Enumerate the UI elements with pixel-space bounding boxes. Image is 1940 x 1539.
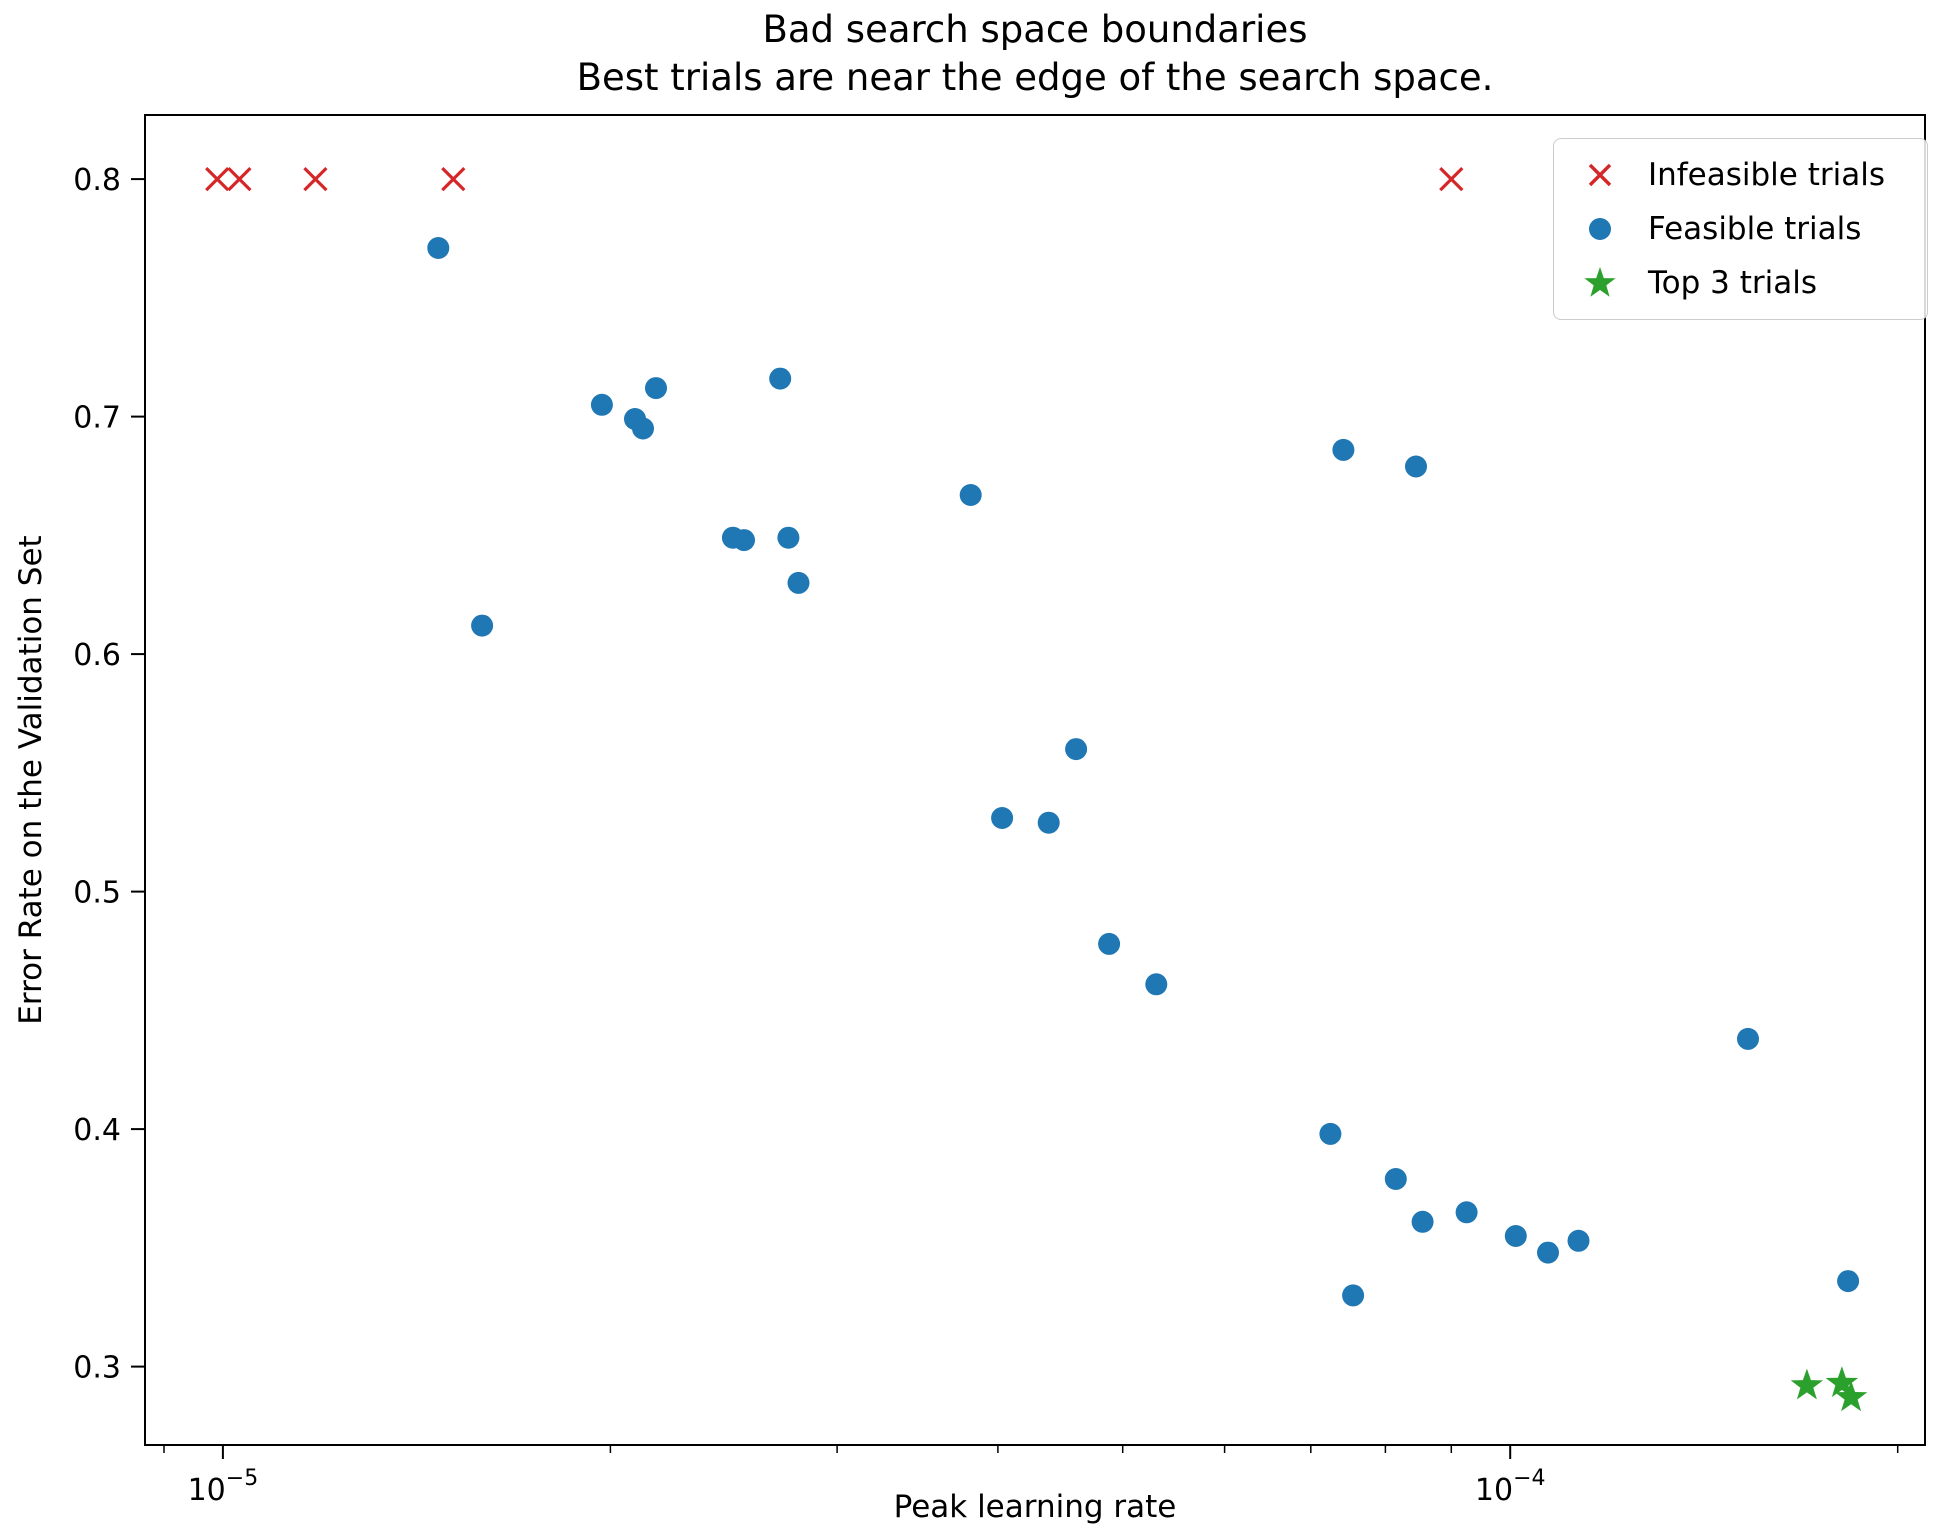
infeasible-point xyxy=(205,166,230,192)
x-marker-icon xyxy=(1588,163,1612,187)
legend-item-infeasible: Infeasible trials xyxy=(1578,157,1885,193)
feasible-point xyxy=(1567,1229,1590,1252)
feasible-point xyxy=(1837,1270,1860,1293)
x-tick-label: 10−5 xyxy=(188,1466,259,1508)
y-tick-label: 0.6 xyxy=(73,638,121,673)
top3-point xyxy=(1790,1368,1823,1400)
infeasible-point xyxy=(303,166,328,192)
feasible-point xyxy=(959,484,982,506)
top3-point xyxy=(1834,1380,1868,1412)
feasible-point xyxy=(1504,1225,1527,1247)
feasible-point xyxy=(471,614,494,637)
feasible-point xyxy=(645,377,667,400)
legend-label: Feasible trials xyxy=(1647,211,1862,247)
y-tick-label: 0.3 xyxy=(73,1351,121,1386)
y-tick-label: 0.8 xyxy=(73,163,121,198)
chart-title-line2: Best trials are near the edge of the sea… xyxy=(576,56,1494,100)
top3-point xyxy=(1825,1366,1859,1397)
feasible-point xyxy=(991,807,1014,829)
legend-item-feasible: Feasible trials xyxy=(1578,211,1885,247)
feasible-point xyxy=(1098,932,1121,955)
feasible-point xyxy=(632,417,654,440)
feasible-point xyxy=(1405,455,1427,478)
feasible-point xyxy=(1065,738,1088,761)
feasible-point xyxy=(1319,1122,1342,1145)
feasible-point xyxy=(1737,1027,1759,1050)
legend-item-top3: Top 3 trials xyxy=(1578,265,1885,301)
y-tick-label: 0.5 xyxy=(73,876,121,911)
infeasible-point xyxy=(227,166,252,192)
feasible-point xyxy=(427,237,450,259)
feasible-point xyxy=(1411,1210,1434,1233)
infeasible-point xyxy=(1439,166,1464,192)
x-tick-label: 10−4 xyxy=(1475,1466,1546,1508)
y-tick-label: 0.4 xyxy=(73,1113,121,1148)
legend-label: Infeasible trials xyxy=(1647,157,1885,193)
feasible-point xyxy=(1145,973,1168,996)
feasible-point xyxy=(1455,1201,1478,1224)
feasible-point xyxy=(1537,1241,1559,1264)
infeasible-point xyxy=(441,166,466,192)
feasible-point xyxy=(590,393,613,416)
legend: Infeasible trials Feasible trials Top 3 … xyxy=(1552,138,1928,320)
feasible-point xyxy=(787,571,810,594)
feasible-point xyxy=(733,529,755,552)
feasible-point xyxy=(1037,811,1060,834)
x-axis-label: Peak learning rate xyxy=(893,1489,1177,1525)
y-tick-label: 0.7 xyxy=(73,401,121,436)
legend-label: Top 3 trials xyxy=(1647,265,1817,301)
star-marker-icon xyxy=(1584,267,1616,297)
chart-title-line1: Bad search space boundaries xyxy=(762,8,1308,51)
feasible-point xyxy=(1342,1284,1365,1307)
feasible-point xyxy=(777,526,800,549)
feasible-point xyxy=(1384,1168,1407,1190)
circle-marker-icon xyxy=(1588,218,1611,240)
plot-frame xyxy=(144,114,1926,1446)
feasible-point xyxy=(1332,438,1355,461)
chart-title: Bad search space boundaries Best trials … xyxy=(145,6,1925,102)
feasible-point xyxy=(769,367,792,390)
